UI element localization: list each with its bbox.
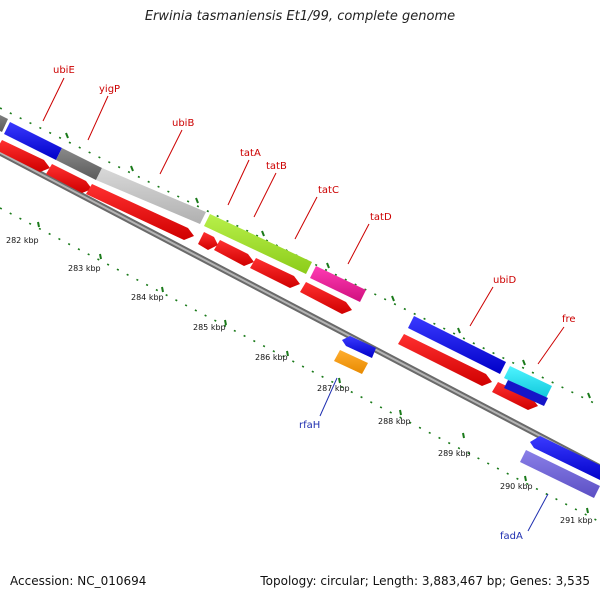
tick-label: 282 kbp (6, 236, 39, 245)
tick-label: 286 kbp (255, 353, 288, 362)
gene-label: fre (562, 314, 576, 325)
gene-ubiE (4, 122, 62, 160)
outer-ruler (0, 107, 600, 407)
tick-label: 285 kbp (193, 323, 226, 332)
tick-label: 289 kbp (438, 449, 471, 458)
gene-label: yigP (99, 84, 120, 95)
tick-labels: 282 kbp 283 kbp 284 kbp 285 kbp 286 kbp … (6, 236, 593, 525)
gene-fadA (520, 450, 600, 498)
tick-label: 283 kbp (68, 264, 101, 273)
gene-ubiD (408, 316, 506, 374)
gene-yigP (56, 148, 102, 180)
tick-label: 287 kbp (317, 384, 350, 393)
gene-label: ubiD (493, 275, 516, 286)
gene-label: tatA (240, 148, 261, 159)
gene-label: tatD (370, 212, 392, 223)
tick-label: 290 kbp (500, 482, 533, 491)
gene-label: ubiE (53, 65, 75, 76)
inner-ruler-ticks (37, 221, 589, 514)
tick-label: 291 kbp (560, 516, 593, 525)
gene-tatC (310, 266, 366, 302)
accession-text: Accession: NC_010694 (10, 574, 147, 588)
outer-ruler-ticks (65, 132, 591, 399)
gene-label: tatC (318, 185, 339, 196)
tick-label: 288 kbp (378, 417, 411, 426)
gene-rfaH (334, 350, 368, 374)
gene-block (0, 115, 8, 132)
gene-block-reverse-2 (530, 436, 600, 481)
genome-stats-text: Topology: circular; Length: 3,883,467 bp… (260, 574, 590, 588)
gene-label: rfaH (299, 420, 320, 431)
leader-lines (42, 77, 565, 532)
gene-label: fadA (500, 531, 523, 542)
gene-block-reverse (342, 336, 376, 358)
gene-tatA-tatB (204, 214, 312, 274)
tick-label: 284 kbp (131, 293, 164, 302)
gene-label: tatB (266, 161, 287, 172)
reverse-strand-genes (334, 336, 600, 498)
forward-strand-genes (0, 115, 552, 398)
gene-fre (504, 366, 552, 398)
inner-ruler (0, 207, 600, 523)
cds-arrows (0, 140, 548, 410)
gene-labels: ubiE yigP ubiB tatA tatB tatC tatD ubiD … (53, 65, 576, 542)
gene-label: ubiB (172, 118, 194, 129)
map-title: Erwinia tasmaniensis Et1/99, complete ge… (144, 9, 456, 24)
genome-backbone (0, 149, 600, 471)
gene-ubiB (96, 168, 206, 224)
